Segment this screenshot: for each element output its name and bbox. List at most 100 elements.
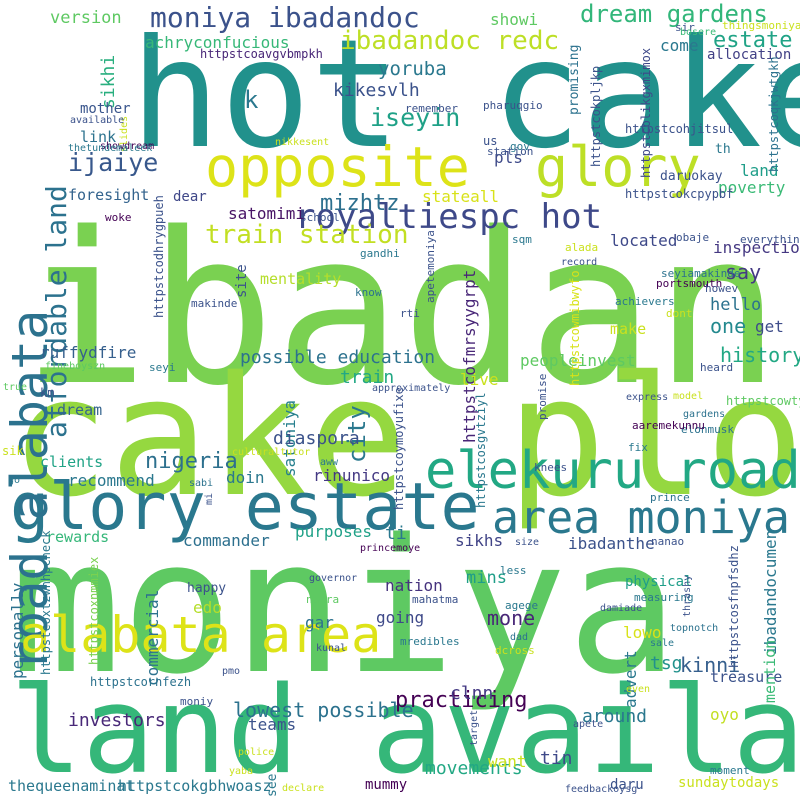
word-cloud-word: mi <box>204 493 215 506</box>
word-cloud-word: seyi <box>149 361 176 374</box>
word-cloud-word: hello <box>710 295 762 315</box>
word-cloud-word: lowest possible <box>233 698 414 722</box>
word-cloud-word: pharuqgio <box>483 99 543 112</box>
word-cloud-word: httpstcowtynsdo <box>726 394 800 408</box>
word-cloud-word: history <box>720 343 800 367</box>
word-cloud-word: nikkesent <box>275 137 330 148</box>
word-cloud-word: us <box>483 134 498 148</box>
word-cloud-word: thequeenaminat <box>8 777 135 795</box>
word-cloud-word: showi <box>490 10 539 29</box>
word-cloud-word: come <box>660 36 699 55</box>
word-cloud-word: pls <box>494 148 523 167</box>
word-cloud-word: see <box>265 774 280 798</box>
word-cloud-word: mention <box>761 640 779 704</box>
word-cloud-word: daru <box>610 777 644 793</box>
word-cloud-word: ibadan <box>22 187 781 432</box>
word-cloud-word: moniya <box>10 499 679 715</box>
word-cloud-word: httpstcohjitsul <box>625 122 734 136</box>
word-cloud-word: glory <box>535 135 701 199</box>
word-cloud-word: remember <box>405 102 458 115</box>
word-cloud-word: site <box>234 264 250 298</box>
word-cloud-word: located <box>610 231 678 250</box>
word-cloud-word: satomimi <box>228 204 306 223</box>
word-cloud-word: kunal <box>316 643 347 654</box>
word-cloud-word: model <box>673 391 704 402</box>
word-cloud-word: governor <box>309 573 358 584</box>
word-cloud-word: possible education <box>240 347 436 368</box>
word-cloud-word: httpstcornfezh <box>90 675 192 689</box>
word-cloud-word: daruokay <box>660 169 723 184</box>
word-cloud-word: mizhtz <box>320 191 400 216</box>
word-cloud-word: thrashy <box>682 575 693 618</box>
word-cloud-word: teams <box>248 715 297 734</box>
word-cloud-word: mins <box>466 568 507 588</box>
word-cloud-word: kikesvlh <box>333 80 420 101</box>
word-cloud-word: ibadandoc redc <box>340 26 560 56</box>
word-cloud-word: obaje <box>676 231 710 244</box>
word-cloud-word: clients <box>40 453 104 471</box>
word-cloud-word: station <box>487 145 534 158</box>
word-cloud-word: thingsmoniya <box>722 19 800 32</box>
word-cloud-word: train station <box>205 220 409 250</box>
word-cloud-word: nanao <box>651 535 685 548</box>
word-cloud-word: get <box>755 317 784 336</box>
word-cloud-word: allocation <box>707 47 792 63</box>
word-cloud-word: approximately <box>372 383 451 394</box>
word-cloud-word: showdream <box>100 141 155 152</box>
word-cloud-word: go <box>8 475 21 486</box>
word-cloud-word: apete <box>573 719 604 730</box>
word-cloud-word: woke <box>105 211 132 224</box>
word-cloud-word: portsmouth <box>656 277 723 290</box>
word-cloud-word: make <box>610 320 647 338</box>
word-cloud-word: bosere <box>680 27 717 38</box>
word-cloud-word: mredibles <box>400 635 460 648</box>
word-cloud-word: tin <box>540 748 573 769</box>
word-cloud-word: recommend <box>68 471 155 490</box>
word-cloud-word: personally <box>8 583 27 680</box>
word-cloud-word: httpstcoavgvbmpkh <box>200 47 323 61</box>
word-cloud-word: train <box>340 367 395 388</box>
word-cloud-word: naira <box>306 593 340 606</box>
word-cloud-word: culturaltutor <box>232 447 311 458</box>
word-cloud-word: sundaytodays <box>678 775 780 791</box>
word-cloud-word: k <box>244 86 259 114</box>
word-cloud-word: land <box>740 161 779 180</box>
word-cloud-word: everything <box>740 233 800 246</box>
word-cloud-word: size <box>515 537 540 548</box>
word-cloud-word: topnotch <box>670 623 719 634</box>
word-cloud-word: howev <box>705 282 739 295</box>
word-cloud-word: royaltiespc hot <box>295 197 603 237</box>
word-cloud-word: rinunico <box>313 466 391 485</box>
word-cloud-word: alada <box>565 241 599 254</box>
word-cloud-word: declare <box>282 783 325 794</box>
word-cloud-word: iseyin <box>370 103 461 132</box>
word-cloud-word: poverty <box>718 178 786 197</box>
word-cloud-word: ti <box>385 523 407 544</box>
word-cloud-word: land available <box>10 662 800 800</box>
word-cloud-word: school <box>300 211 340 224</box>
word-cloud-word: dad <box>510 632 529 643</box>
word-cloud-word: rti <box>400 307 420 320</box>
word-cloud-word: doin <box>226 468 265 487</box>
word-cloud-word: dear <box>173 189 207 205</box>
word-cloud-word: prince <box>650 491 690 504</box>
word-cloud-word: httpstcokpljkp <box>589 66 603 168</box>
word-cloud-word: want <box>488 752 527 771</box>
word-cloud-word: less <box>500 564 527 577</box>
word-cloud-word: fix <box>628 441 648 454</box>
word-cloud-word: say <box>725 260 762 284</box>
word-cloud-word: gov <box>510 140 530 153</box>
word-cloud-word: promising <box>567 45 582 116</box>
word-cloud-word: sikhs <box>455 531 504 550</box>
word-cloud-word: live <box>460 370 499 389</box>
word-cloud-word: fineboyszn <box>45 361 106 372</box>
word-cloud-word: express <box>626 392 669 403</box>
word-cloud-word: seyiamakinde <box>661 267 741 280</box>
word-cloud-word: alabata area <box>20 606 382 664</box>
word-cloud-word: princemoye <box>360 543 421 554</box>
word-cloud-word: happy <box>187 581 227 596</box>
word-cloud-word: even <box>626 684 651 695</box>
word-cloud-word: kinni <box>680 653 741 677</box>
word-cloud-word: hot cake <box>130 8 800 182</box>
word-cloud-word: purposes <box>295 522 373 541</box>
